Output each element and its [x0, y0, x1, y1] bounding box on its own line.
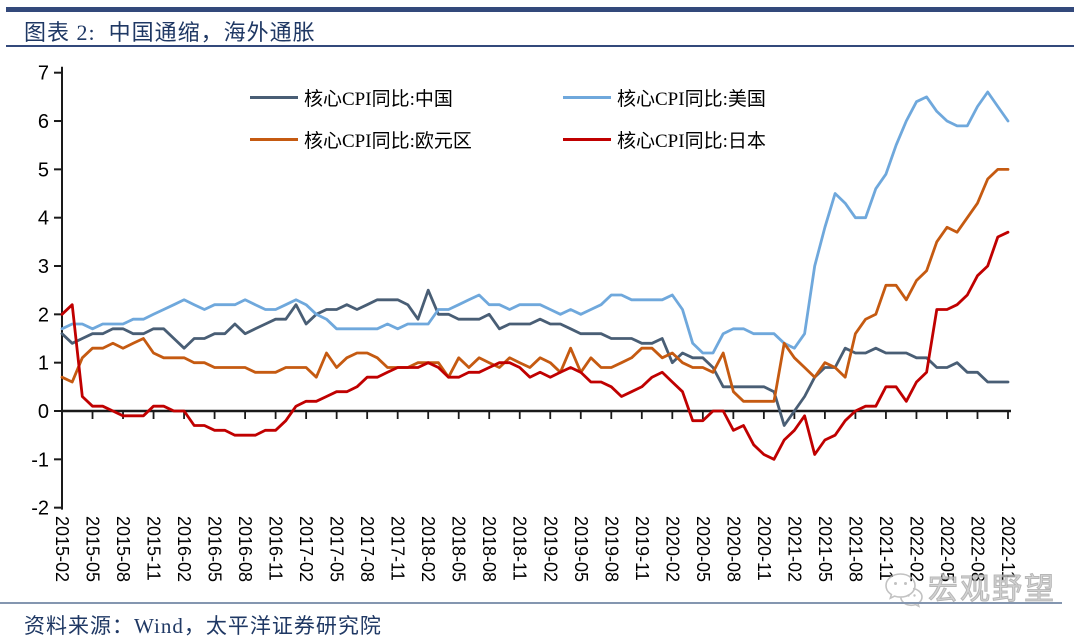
y-tick-label: 7: [38, 63, 49, 85]
y-tick-label: 6: [38, 111, 49, 133]
x-tick-label: 2021-02: [784, 516, 804, 582]
x-tick-label: 2017-08: [357, 516, 377, 582]
y-tick-label: 0: [38, 401, 49, 423]
footer-rule: [0, 602, 1062, 604]
x-tick-label: 2015-11: [144, 516, 164, 581]
legend-label-us: 核心CPI同比:美国: [617, 89, 766, 110]
legend-label-eurozone: 核心CPI同比:欧元区: [304, 131, 472, 152]
legend-label-japan: 核心CPI同比:日本: [617, 131, 766, 152]
y-tick-label: 2: [38, 304, 49, 326]
y-tick-label: 5: [38, 159, 49, 181]
x-tick-label: 2021-05: [815, 516, 835, 582]
x-tick-label: 2020-08: [723, 516, 743, 582]
page-title: 图表 2: 中国通缩，海外通胀: [24, 20, 316, 45]
legend-swatch-us: [563, 96, 611, 99]
y-tick-label: 1: [38, 353, 49, 375]
x-tick-label: 2017-11: [388, 516, 408, 581]
legend-swatch-eurozone: [250, 138, 298, 141]
x-tick-label: 2022-11: [998, 516, 1018, 581]
x-tick-label: 2019-02: [540, 516, 560, 582]
x-tick-label: 2020-02: [662, 516, 682, 582]
x-tick-label: 2017-05: [327, 516, 347, 582]
x-tick-label: 2018-02: [418, 516, 438, 582]
legend-item-eurozone: 核心CPI同比:欧元区: [250, 126, 563, 153]
x-tick-label: 2015-08: [113, 516, 133, 582]
x-tick-label: 2019-11: [632, 516, 652, 581]
y-tick-label: 4: [38, 208, 49, 230]
legend-swatch-japan: [563, 138, 611, 141]
x-tick-label: 2020-05: [693, 516, 713, 582]
x-tick-label: 2022-08: [967, 516, 987, 582]
series-line-1: [60, 90, 1010, 355]
x-tick-label: 2016-05: [205, 516, 225, 582]
series-line-2: [60, 168, 1010, 403]
source-note: 资料来源：Wind，太平洋证券研究院: [24, 614, 382, 638]
legend-label-china: 核心CPI同比:中国: [304, 89, 453, 110]
x-tick-label: 2018-08: [479, 516, 499, 582]
x-tick-label: 2018-11: [510, 516, 530, 581]
x-tick-label: 2015-05: [83, 516, 103, 582]
x-tick-label: 2022-02: [906, 516, 926, 582]
cpi-line-chart: 7 6 5 4 3 2 1 0 -1 -2 2015-02 2015-05 2015-08 2015-11…: [0, 50, 1080, 602]
x-tick-label: 2019-08: [601, 516, 621, 582]
y-tick-label: -2: [31, 498, 49, 520]
y-tick-label: -1: [31, 449, 49, 471]
x-tick-label: 2018-05: [449, 516, 469, 582]
legend-item-china: 核心CPI同比:中国: [250, 84, 563, 111]
x-tick-label: 2017-02: [296, 516, 316, 582]
title-rule: [6, 45, 1074, 47]
x-tick-label: 2015-02: [52, 516, 72, 582]
chart-legend: 核心CPI同比:中国 核心CPI同比:美国 核心CPI同比:欧元区 核心CPI同…: [250, 84, 766, 153]
top-rule: [6, 7, 1074, 12]
x-tick-label: 2021-08: [845, 516, 865, 582]
x-tick-label: 2021-11: [876, 516, 896, 581]
y-tick-label: 3: [38, 256, 49, 278]
x-tick-label: 2019-05: [571, 516, 591, 582]
series-line-3: [60, 230, 1010, 461]
legend-swatch-china: [250, 96, 298, 99]
x-tick-label: 2020-11: [754, 516, 774, 581]
x-tick-label: 2016-08: [235, 516, 255, 582]
legend-item-us: 核心CPI同比:美国: [563, 84, 766, 111]
x-tick-label: 2022-05: [937, 516, 957, 582]
legend-item-japan: 核心CPI同比:日本: [563, 126, 766, 153]
x-tick-label: 2016-02: [174, 516, 194, 582]
x-tick-label: 2016-11: [266, 516, 286, 581]
